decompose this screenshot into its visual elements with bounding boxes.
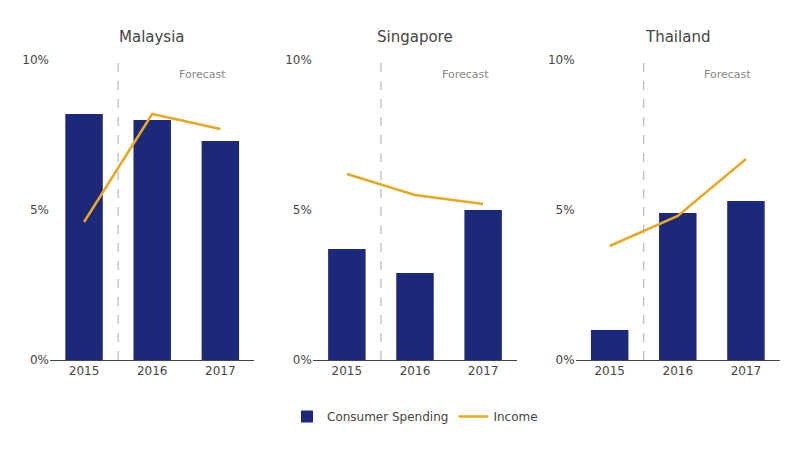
svg-text:2016: 2016 (663, 364, 694, 378)
svg-text:Malaysia: Malaysia (119, 28, 185, 46)
svg-text:Income: Income (493, 410, 537, 424)
svg-text:0%: 0% (293, 353, 312, 367)
svg-text:0%: 0% (556, 353, 575, 367)
svg-text:2017: 2017 (205, 364, 236, 378)
svg-text:Thailand: Thailand (645, 28, 710, 46)
svg-text:Singapore: Singapore (377, 28, 453, 46)
svg-text:10%: 10% (285, 53, 312, 67)
svg-text:Forecast: Forecast (704, 68, 751, 81)
svg-text:10%: 10% (22, 53, 49, 67)
svg-text:5%: 5% (30, 203, 49, 217)
svg-text:5%: 5% (556, 203, 575, 217)
svg-text:2017: 2017 (468, 364, 499, 378)
svg-text:Consumer Spending: Consumer Spending (327, 410, 448, 424)
svg-text:5%: 5% (293, 203, 312, 217)
svg-text:2016: 2016 (400, 364, 431, 378)
svg-text:Forecast: Forecast (442, 68, 489, 81)
svg-text:2017: 2017 (731, 364, 762, 378)
svg-text:10%: 10% (548, 53, 575, 67)
svg-text:2015: 2015 (332, 364, 363, 378)
svg-text:2015: 2015 (594, 364, 625, 378)
svg-text:0%: 0% (30, 353, 49, 367)
svg-text:2016: 2016 (137, 364, 168, 378)
svg-text:2015: 2015 (69, 364, 100, 378)
svg-text:Forecast: Forecast (179, 68, 226, 81)
